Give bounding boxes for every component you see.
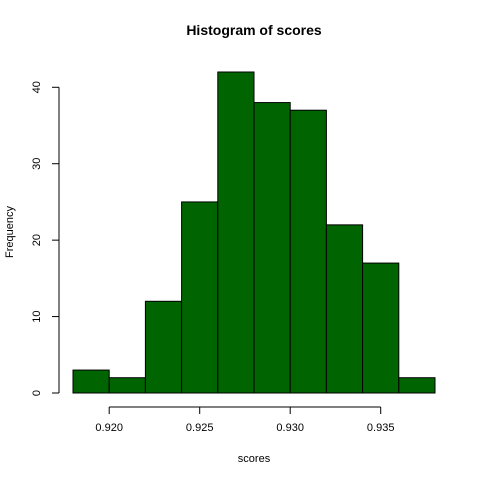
y-tick-label: 40 (31, 81, 43, 93)
y-axis-label: Frequency (4, 206, 16, 258)
y-tick-label: 0 (31, 390, 43, 396)
histogram-bar (108, 377, 146, 394)
y-tick-label: 10 (31, 310, 43, 322)
x-axis-label: scores (238, 453, 271, 465)
x-tick-label: 0.925 (186, 422, 214, 434)
histogram-bar (144, 300, 183, 394)
histogram-bar (181, 201, 219, 394)
histogram-bar (362, 262, 400, 394)
histogram-bar (325, 224, 364, 394)
x-axis: 0.920 0.925 0.930 0.935 (95, 406, 395, 434)
histogram-bar (72, 369, 110, 394)
histogram-bar (253, 102, 291, 394)
histogram-bar (289, 109, 327, 394)
chart-title: Histogram of scores (186, 22, 322, 38)
x-tick-label: 0.935 (367, 422, 395, 434)
y-axis: 0 10 20 30 40 (31, 81, 60, 396)
y-tick-label: 30 (31, 158, 43, 170)
histogram-bar (398, 377, 436, 394)
y-tick-label: 20 (31, 234, 43, 246)
bars-group (72, 71, 436, 394)
x-tick-label: 0.930 (276, 422, 304, 434)
histogram-bar (217, 71, 255, 394)
x-tick-label: 0.920 (95, 422, 123, 434)
